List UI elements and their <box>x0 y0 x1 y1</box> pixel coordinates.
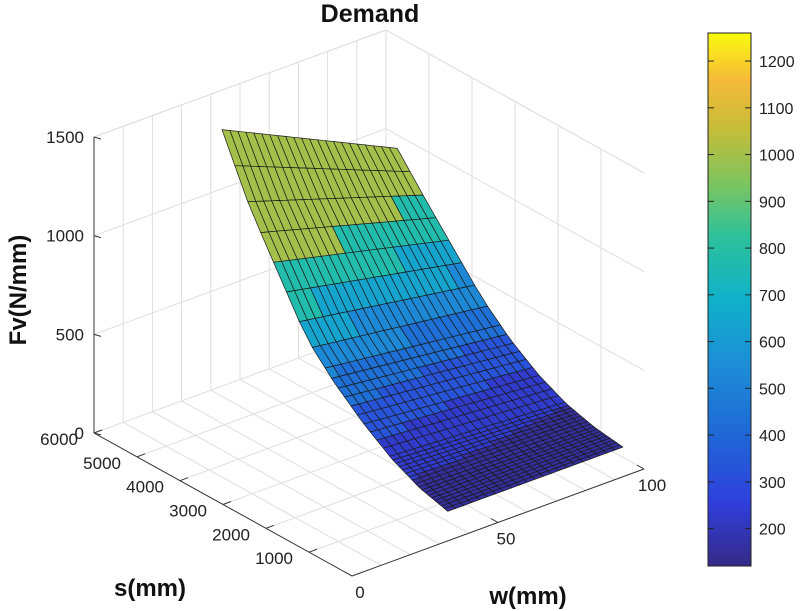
colorbar-tick-label: 800 <box>759 241 786 258</box>
x-tick-mark <box>636 464 645 470</box>
colorbar-gradient <box>707 32 752 567</box>
z-tick-label: 500 <box>56 325 84 344</box>
floor-gridline-w <box>152 411 411 556</box>
colorbar: 200 300 400 500 600 700 800 900 1000 1100 1200 <box>707 32 795 567</box>
chart-title: Demand <box>321 0 420 28</box>
colorbar-tick-label: 700 <box>759 288 786 305</box>
colorbar-tick-label: 300 <box>759 475 786 492</box>
box-edge <box>385 29 645 174</box>
z-tick-label: 1000 <box>46 227 84 246</box>
y-axis-label: s(mm) <box>114 575 186 602</box>
z-tick-label: 1500 <box>46 128 84 147</box>
x-tick-label: 100 <box>638 476 666 495</box>
y-tick-label: 2000 <box>212 525 250 544</box>
axis-ticks: 0500100015001000200030004000500060000501… <box>40 128 666 602</box>
demand-surface <box>221 129 624 512</box>
floor-gridline-w <box>122 421 382 566</box>
floor-gridline-w <box>181 400 440 545</box>
y-tick-mark <box>179 477 189 482</box>
z-tick-mark <box>93 432 102 436</box>
wall-gridline-z <box>385 128 645 273</box>
colorbar-tick-label: 1000 <box>759 148 795 165</box>
y-tick-mark <box>308 548 318 553</box>
floor-gridline-w <box>210 389 470 534</box>
z-tick-mark <box>93 333 102 337</box>
colorbar-tick-label: 600 <box>759 335 786 352</box>
surface-patch <box>611 444 624 451</box>
colorbar-tick-label: 400 <box>759 428 786 445</box>
y-tick-mark <box>265 524 275 529</box>
z-tick-label: 0 <box>75 424 84 443</box>
x-tick-mark <box>344 571 353 577</box>
x-tick-mark <box>490 518 499 523</box>
x-tick-label: 0 <box>355 583 364 602</box>
y-tick-label: 5000 <box>83 454 121 473</box>
y-tick-mark <box>222 501 232 505</box>
x-tick-label: 50 <box>497 530 516 549</box>
z-tick-mark <box>93 136 102 140</box>
colorbar-tick-label: 200 <box>759 522 786 539</box>
y-tick-mark <box>93 429 103 434</box>
colorbar-tick-label: 1100 <box>759 101 794 118</box>
z-axis-label: Fv(N/mm) <box>5 235 32 346</box>
y-tick-label: 1000 <box>255 549 293 568</box>
y-tick-label: 6000 <box>40 430 78 449</box>
box-edge <box>93 29 387 138</box>
colorbar-tick-label: 1200 <box>759 54 795 71</box>
colorbar-tick-label: 900 <box>759 194 786 211</box>
y-tick-label: 4000 <box>126 478 164 497</box>
y-tick-mark <box>136 453 146 458</box>
x-axis-label: w(mm) <box>488 583 566 610</box>
z-tick-mark <box>93 235 102 239</box>
y-tick-label: 3000 <box>169 502 207 521</box>
colorbar-tick-label: 500 <box>759 381 786 398</box>
